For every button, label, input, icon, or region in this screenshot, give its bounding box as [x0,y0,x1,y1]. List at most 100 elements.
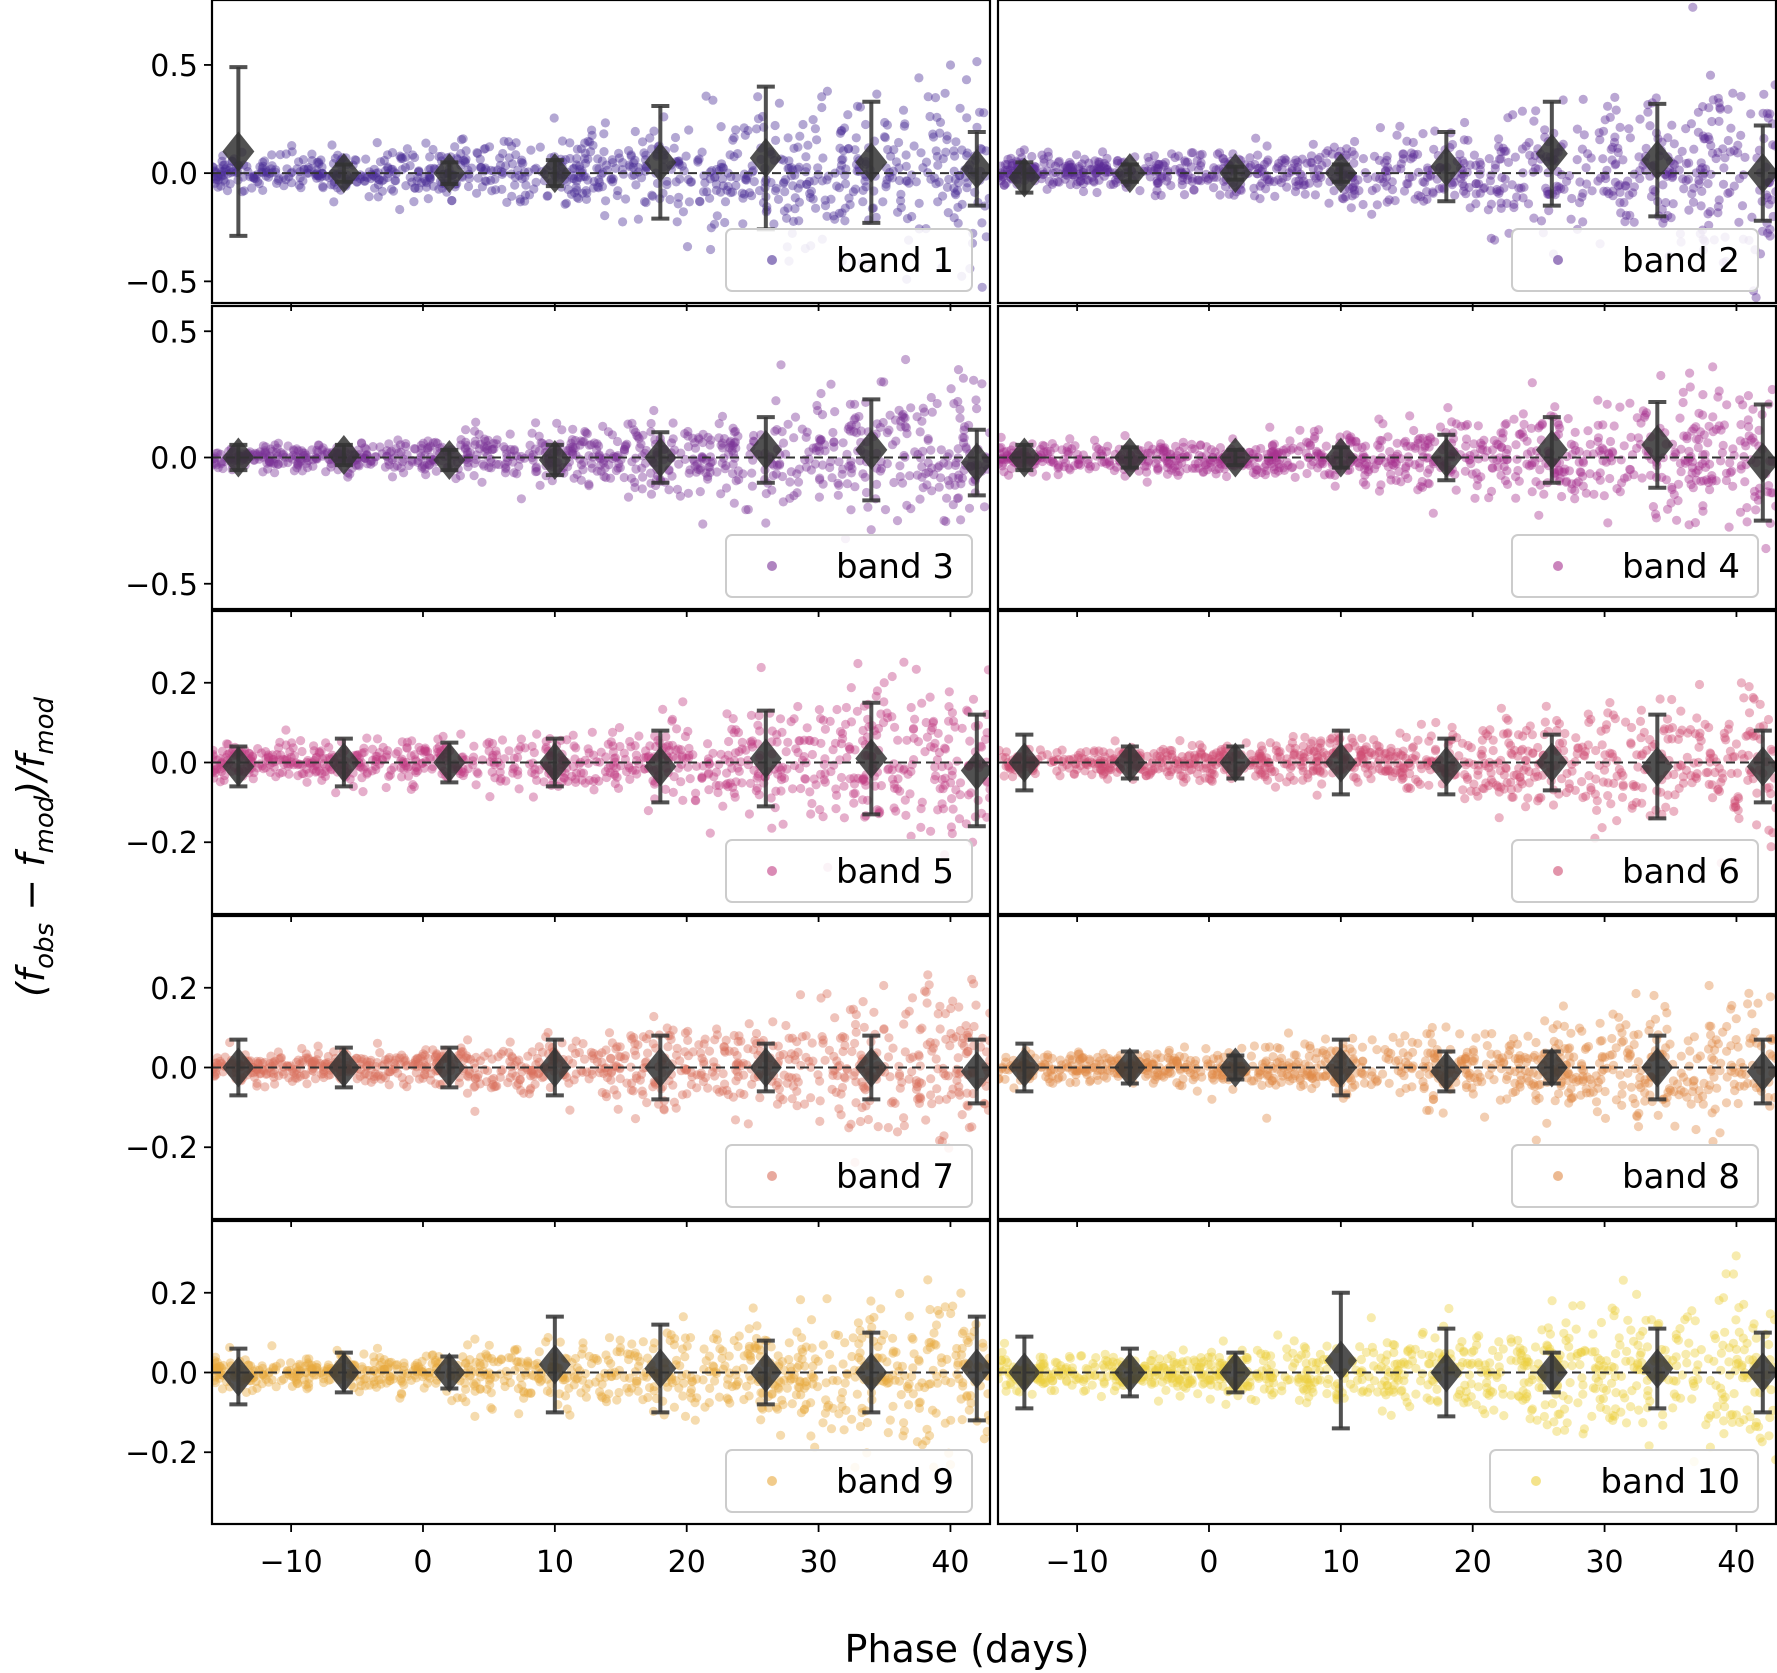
data-point [1593,176,1603,186]
binned-mean-marker [1535,133,1568,174]
data-point [535,480,545,490]
data-point [1377,436,1387,446]
data-point [1094,175,1104,185]
data-point [747,167,757,177]
data-point [720,217,730,228]
data-point [1054,177,1064,187]
data-point [777,471,788,482]
data-point [1120,431,1130,441]
data-point [689,456,699,466]
data-point [946,384,956,394]
data-point [1658,180,1668,190]
data-point [1512,454,1522,464]
data-point [1479,435,1489,445]
data-point [852,706,863,716]
data-point [1682,434,1692,444]
data-point [505,429,515,439]
data-point [1394,467,1404,477]
data-point [1358,477,1368,487]
data-point [822,175,832,185]
data-point [858,773,869,783]
data-point [961,442,971,452]
data-point [660,784,671,795]
data-point [269,762,279,772]
data-point [719,434,730,444]
data-point [516,734,527,744]
data-point [1692,713,1702,723]
data-point [1273,448,1283,458]
data-point [691,788,701,798]
data-point [311,454,321,464]
data-point [768,471,778,481]
data-point [273,175,283,185]
data-point [612,452,622,462]
data-point [212,765,219,776]
data-point [681,753,691,764]
data-point [804,447,814,457]
data-point [1186,765,1197,775]
data-point [746,737,756,747]
data-point [218,160,228,170]
data-point [315,748,325,758]
data-point [872,805,882,815]
data-point [614,148,624,158]
data-point [1065,157,1075,168]
data-point [639,148,649,158]
data-point [274,174,284,184]
data-point [1187,439,1197,449]
data-point [275,768,285,778]
data-point [317,162,327,172]
data-point [1604,189,1614,199]
data-point [1475,157,1485,167]
data-point [938,784,948,794]
data-point [982,709,990,720]
data-point [1367,209,1377,219]
data-point [1733,792,1743,802]
data-point [718,443,728,453]
data-point [729,152,739,162]
data-point [299,164,309,174]
data-point [321,738,331,748]
data-point [650,731,660,741]
data-point [1309,747,1319,757]
data-point [1476,444,1486,454]
data-point [583,744,593,754]
data-point [1282,754,1292,764]
binned-mean-marker [1535,429,1568,470]
data-point [710,173,720,183]
data-point [770,120,780,131]
data-point [1249,183,1259,193]
data-point [734,747,744,757]
data-point [418,438,428,448]
data-point [1196,440,1206,450]
data-point [631,464,641,474]
data-point [1681,176,1691,186]
data-point [549,113,559,123]
data-point [469,471,479,481]
data-point [1700,133,1710,144]
data-point [1605,452,1616,462]
data-point [1294,180,1304,190]
data-point [731,181,741,191]
data-point [1270,191,1280,201]
data-point [1461,441,1471,451]
data-point [292,444,302,454]
data-point [600,118,611,128]
data-point [931,771,941,781]
data-point [1735,436,1745,446]
data-point [947,770,957,781]
data-point [718,162,728,172]
data-point [1579,130,1589,140]
data-point [893,735,903,745]
data-point [1472,481,1482,491]
data-point [1509,414,1519,424]
data-point [1310,190,1320,200]
data-point [580,426,590,437]
data-point [1053,460,1063,470]
data-point [1360,470,1370,480]
data-point [834,480,844,490]
data-point [1569,441,1579,451]
panel-4: band 4 [996,304,1777,617]
data-point [527,767,537,778]
data-point [1629,217,1639,227]
